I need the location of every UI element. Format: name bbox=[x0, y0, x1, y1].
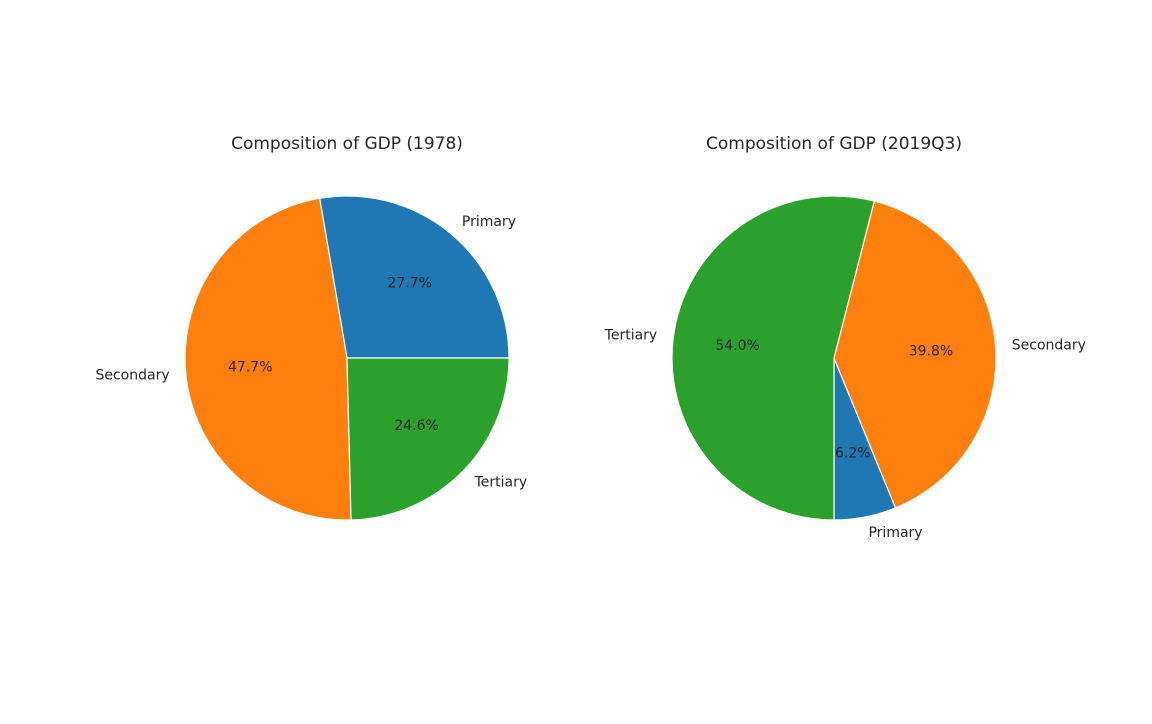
slice-percent-secondary-2019q3: 39.8% bbox=[909, 343, 953, 359]
pie-chart-1978: Primary 27.7% Secondary 47.7% Tertiary 24.6% C… bbox=[95, 134, 528, 521]
slice-label-primary-1978: Primary bbox=[462, 214, 516, 230]
pie-chart-2019q3: Primary 6.2% Secondary 39.8% Tertiary 54.0% Co… bbox=[604, 134, 1086, 541]
slice-label-secondary-1978: Secondary bbox=[95, 367, 169, 383]
pie-slice-secondary-1978 bbox=[184, 197, 352, 521]
pie-slice-secondary-2019q3 bbox=[833, 200, 997, 509]
pie-slice-primary-1978 bbox=[319, 195, 510, 359]
slice-percent-secondary-1978: 47.7% bbox=[228, 359, 272, 375]
pie-slice-tertiary-1978 bbox=[346, 357, 510, 521]
slice-label-tertiary-1978: Tertiary bbox=[474, 474, 528, 490]
slice-label-tertiary-2019q3: Tertiary bbox=[604, 328, 658, 344]
chart-title-2019q3: Composition of GDP (2019Q3) bbox=[706, 134, 962, 154]
pie-slice-tertiary-2019q3 bbox=[671, 195, 875, 521]
slice-percent-tertiary-2019q3: 54.0% bbox=[715, 338, 759, 354]
slice-label-secondary-2019q3: Secondary bbox=[1012, 338, 1086, 354]
slice-percent-primary-1978: 27.7% bbox=[387, 276, 431, 292]
slice-percent-tertiary-1978: 24.6% bbox=[394, 418, 438, 434]
slice-percent-primary-2019q3: 6.2% bbox=[835, 445, 871, 461]
chart-title-1978: Composition of GDP (1978) bbox=[231, 134, 463, 154]
slice-label-primary-2019q3: Primary bbox=[868, 525, 922, 541]
